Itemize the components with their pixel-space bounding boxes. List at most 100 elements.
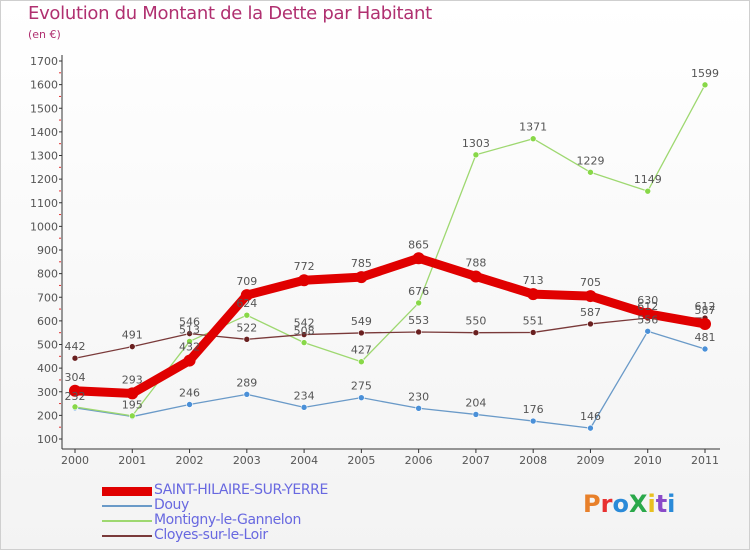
series-2-point <box>587 168 594 176</box>
legend-swatch <box>102 505 152 507</box>
series-2-data-label: 427 <box>351 344 372 357</box>
series-1-data-label: 234 <box>294 389 315 402</box>
series-0-point <box>641 307 654 320</box>
x-tick-label: 2002 <box>176 454 204 467</box>
series-0-data-label: 709 <box>236 275 257 288</box>
series-0-data-label: 788 <box>465 256 486 269</box>
x-tick-label: 2010 <box>634 454 662 467</box>
series-2-point <box>701 81 709 89</box>
series-3-point <box>529 329 537 336</box>
y-tick-label: 1400 <box>30 126 58 139</box>
series-3-data-label: 546 <box>179 316 200 329</box>
y-tick-label: 1500 <box>30 102 58 115</box>
series-1-point <box>587 424 594 432</box>
series-1-data-label: 275 <box>351 380 372 393</box>
y-tick-label: 1000 <box>30 220 58 233</box>
y-tick-label: 1300 <box>30 150 58 163</box>
series-2-point <box>472 151 480 159</box>
series-0-data-label: 785 <box>351 257 372 270</box>
series-2-point <box>529 135 537 143</box>
y-tick-label: 400 <box>37 362 58 375</box>
series-2-data-label: 1229 <box>576 154 604 167</box>
series-3-data-label: 442 <box>65 340 86 353</box>
series-3-data-label: 553 <box>408 314 429 327</box>
series-1-point <box>701 345 709 353</box>
series-0-data-label: 865 <box>408 238 429 251</box>
series-1-point <box>644 327 652 335</box>
series-0-data-label: 705 <box>580 276 601 289</box>
series-1-data-label: 556 <box>637 313 658 326</box>
series-0-point <box>69 384 81 397</box>
series-2-data-label: 508 <box>294 325 315 338</box>
series-1-data-label: 146 <box>580 410 601 423</box>
logo-letter: o <box>612 490 629 518</box>
series-3-data-label: 542 <box>294 317 315 330</box>
series-2-data-label: 513 <box>179 323 200 336</box>
series-0-data-label: 432 <box>179 341 200 354</box>
series-1-point <box>472 411 480 418</box>
series-0-data-label: 630 <box>637 294 658 307</box>
series-line-3 <box>74 317 706 359</box>
series-0-point <box>469 270 482 283</box>
series-1-point <box>186 401 193 408</box>
series-0-point <box>183 354 196 367</box>
series-1-data-label: 246 <box>179 387 200 400</box>
x-tick-label: 2004 <box>290 454 318 467</box>
series-0-data-label: 304 <box>65 371 86 384</box>
y-tick-label: 900 <box>37 244 58 257</box>
series-1-point <box>529 417 537 425</box>
x-tick-label: 2011 <box>691 454 719 467</box>
series-0-data-label: 713 <box>523 274 544 287</box>
series-1-data-label: 230 <box>408 390 429 403</box>
series-1-data-label: 481 <box>695 331 716 344</box>
series-2-data-label: 1149 <box>634 173 662 186</box>
legend-label: Douy <box>154 497 189 513</box>
series-line-0 <box>70 253 710 398</box>
series-2-point <box>243 311 251 319</box>
logo-letter: t <box>655 490 668 518</box>
x-tick-label: 2006 <box>405 454 433 467</box>
series-2-point <box>71 403 79 411</box>
x-tick-label: 2008 <box>519 454 547 467</box>
series-3-point <box>243 336 251 343</box>
y-tick-label: 100 <box>37 433 58 446</box>
series-3-point <box>71 354 79 362</box>
series-2-point <box>415 299 422 307</box>
series-1-point <box>243 391 251 398</box>
series-3-data-label: 550 <box>465 315 486 328</box>
x-tick-label: 2009 <box>576 454 604 467</box>
series-0-point <box>699 317 711 330</box>
series-3-point <box>186 330 193 337</box>
series-2-point <box>300 339 308 346</box>
line-chart: 100 200 300 400 500 600 700 800 900 1000 1100 1200 1… <box>30 55 720 467</box>
x-tick-label: 2001 <box>118 454 146 467</box>
legend-swatch <box>102 535 152 537</box>
legend-swatch <box>102 486 152 496</box>
x-tick-label: 2007 <box>462 454 490 467</box>
series-3-data-label: 549 <box>351 315 372 328</box>
series-2-point <box>644 187 652 195</box>
series-3-point <box>358 329 365 337</box>
series-3-point <box>128 343 136 350</box>
logo-letter: X <box>628 490 648 518</box>
series-0-point <box>298 274 311 287</box>
y-tick-label: 500 <box>37 339 58 352</box>
series-0-data-label: 772 <box>294 260 315 273</box>
series-0-point <box>584 290 597 303</box>
legend-label: Montigny-le-Gannelon <box>154 512 301 528</box>
y-tick-label: 300 <box>37 386 58 399</box>
series-2-data-label: 676 <box>408 285 429 298</box>
series-3-data-label: 612 <box>695 300 716 313</box>
series-3-data-label: 587 <box>580 306 601 319</box>
logo-letter: r <box>600 490 613 518</box>
series-0-data-label: 587 <box>695 304 716 317</box>
series-3-point <box>587 320 594 328</box>
series-0-point <box>240 289 253 302</box>
y-tick-label: 600 <box>37 315 58 328</box>
y-tick-label: 1600 <box>30 79 58 92</box>
series-line-2 <box>74 84 706 417</box>
axes: 100 200 300 400 500 600 700 800 900 1000 1100 1200 1… <box>30 55 720 467</box>
logo-letter: i <box>647 490 656 518</box>
x-tick-label: 2000 <box>61 454 89 467</box>
series-1-data-label: 176 <box>523 403 544 416</box>
